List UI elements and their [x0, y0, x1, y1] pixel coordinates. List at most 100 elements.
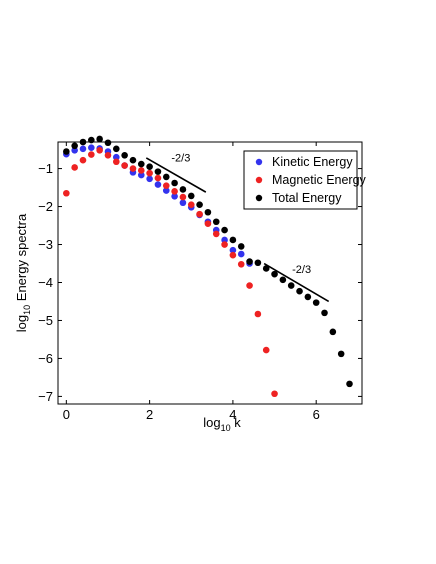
y-tick-label: −2 — [38, 199, 53, 214]
total-point — [304, 293, 312, 301]
total-point — [287, 282, 295, 289]
axis-ticks: 0 2 4 6 −7 −6 −5 −4 −3 −2 −1 — [38, 142, 362, 422]
legend-label-kinetic: Kinetic Energy — [272, 155, 353, 169]
total-point — [63, 148, 70, 155]
x-axis-label-var: k — [231, 415, 242, 430]
magnetic-point — [254, 310, 262, 318]
total-point — [337, 350, 345, 358]
kinetic-point — [237, 250, 245, 258]
magnetic-point — [196, 210, 203, 218]
magnetic-point — [246, 282, 253, 289]
kinetic-point — [154, 181, 162, 188]
magnetic-point — [237, 260, 245, 268]
x-axis-label: log10 k — [203, 415, 241, 433]
magnetic-point — [113, 158, 120, 166]
total-point — [121, 151, 128, 159]
total-point — [96, 135, 103, 143]
magnetic-point — [154, 174, 162, 182]
total-point — [312, 299, 320, 306]
kinetic-point — [113, 153, 120, 161]
magnetic-point — [262, 346, 270, 354]
magnetic-point — [96, 147, 103, 154]
magnetic-point — [79, 156, 87, 164]
total-point — [137, 160, 145, 168]
legend: Kinetic Energy Magnetic Energy Total Ene… — [243, 150, 367, 210]
y-axis-label-rest: Energy spectra — [14, 213, 29, 305]
magnetic-point — [162, 182, 170, 189]
legend-box — [243, 150, 358, 210]
kinetic-point — [162, 187, 170, 194]
total-point — [262, 265, 270, 272]
slope-label-2: -2/3 — [292, 264, 311, 276]
magnetic-point — [121, 162, 128, 169]
magnetic-point — [212, 230, 220, 238]
kinetic-point — [221, 236, 228, 244]
y-tick-label: −6 — [38, 351, 53, 366]
total-point — [212, 218, 220, 226]
total-point — [129, 156, 137, 164]
total-point — [162, 173, 170, 181]
kinetic-point — [71, 147, 78, 154]
total-point — [104, 139, 112, 147]
legend-marker-kinetic — [255, 158, 263, 166]
kinetic-point — [79, 145, 87, 153]
total-point — [71, 142, 78, 150]
total-point — [187, 192, 195, 200]
x-tick-label: 0 — [63, 407, 70, 422]
slope-annotations: -2/3 -2/3 — [145, 153, 330, 303]
y-tick-label: −1 — [38, 161, 53, 176]
x-axis-label-base: log — [203, 415, 220, 430]
total-point — [346, 380, 353, 388]
total-point — [279, 276, 287, 284]
magnetic-point — [204, 220, 212, 227]
magnetic-point — [88, 151, 95, 158]
total-point — [154, 168, 162, 175]
total-point — [79, 138, 87, 146]
slope-line-2 — [263, 262, 330, 303]
y-axis-label-sub: 10 — [22, 305, 32, 315]
total-point — [271, 270, 278, 278]
x-tick-label: 4 — [229, 407, 236, 422]
series-layer — [63, 135, 353, 398]
magnetic-point — [146, 169, 153, 177]
total-point — [237, 243, 245, 250]
kinetic-point — [88, 144, 95, 151]
magnetic-point — [187, 201, 195, 208]
magnetic-point — [71, 164, 78, 171]
magnetic-point — [171, 188, 178, 195]
magnetic-point — [137, 167, 145, 174]
legend-label-magnetic: Magnetic Energy — [272, 173, 367, 187]
total-point — [329, 328, 337, 336]
legend-marker-magnetic — [255, 176, 263, 184]
y-axis-label: log10 Energy spectra — [14, 213, 32, 332]
total-point — [196, 201, 203, 208]
magnetic-point — [179, 193, 187, 201]
magnetic-point — [104, 151, 112, 159]
slope-line-1 — [145, 157, 207, 193]
y-axis-label-base: log — [14, 315, 29, 332]
magnetic-point — [221, 241, 228, 248]
y-tick-label: −5 — [38, 313, 53, 328]
total-point — [229, 236, 237, 244]
total-point — [254, 259, 262, 267]
magnetic-point — [271, 390, 278, 398]
total-point — [179, 186, 187, 193]
magnetic-point — [129, 165, 137, 172]
series-total — [63, 135, 353, 388]
magnetic-point — [63, 189, 70, 197]
kinetic-point — [179, 199, 187, 207]
kinetic-point — [146, 175, 153, 183]
x-tick-label: 6 — [313, 407, 320, 422]
total-point — [296, 287, 303, 295]
total-point — [146, 163, 153, 170]
total-point — [113, 145, 120, 153]
series-magnetic — [63, 147, 278, 398]
x-tick-label: 2 — [146, 407, 153, 422]
y-tick-label: −7 — [38, 389, 53, 404]
total-point — [171, 179, 178, 187]
magnetic-point — [229, 251, 237, 259]
legend-label-total: Total Energy — [272, 191, 342, 205]
total-point — [221, 226, 228, 234]
kinetic-point — [229, 246, 237, 254]
